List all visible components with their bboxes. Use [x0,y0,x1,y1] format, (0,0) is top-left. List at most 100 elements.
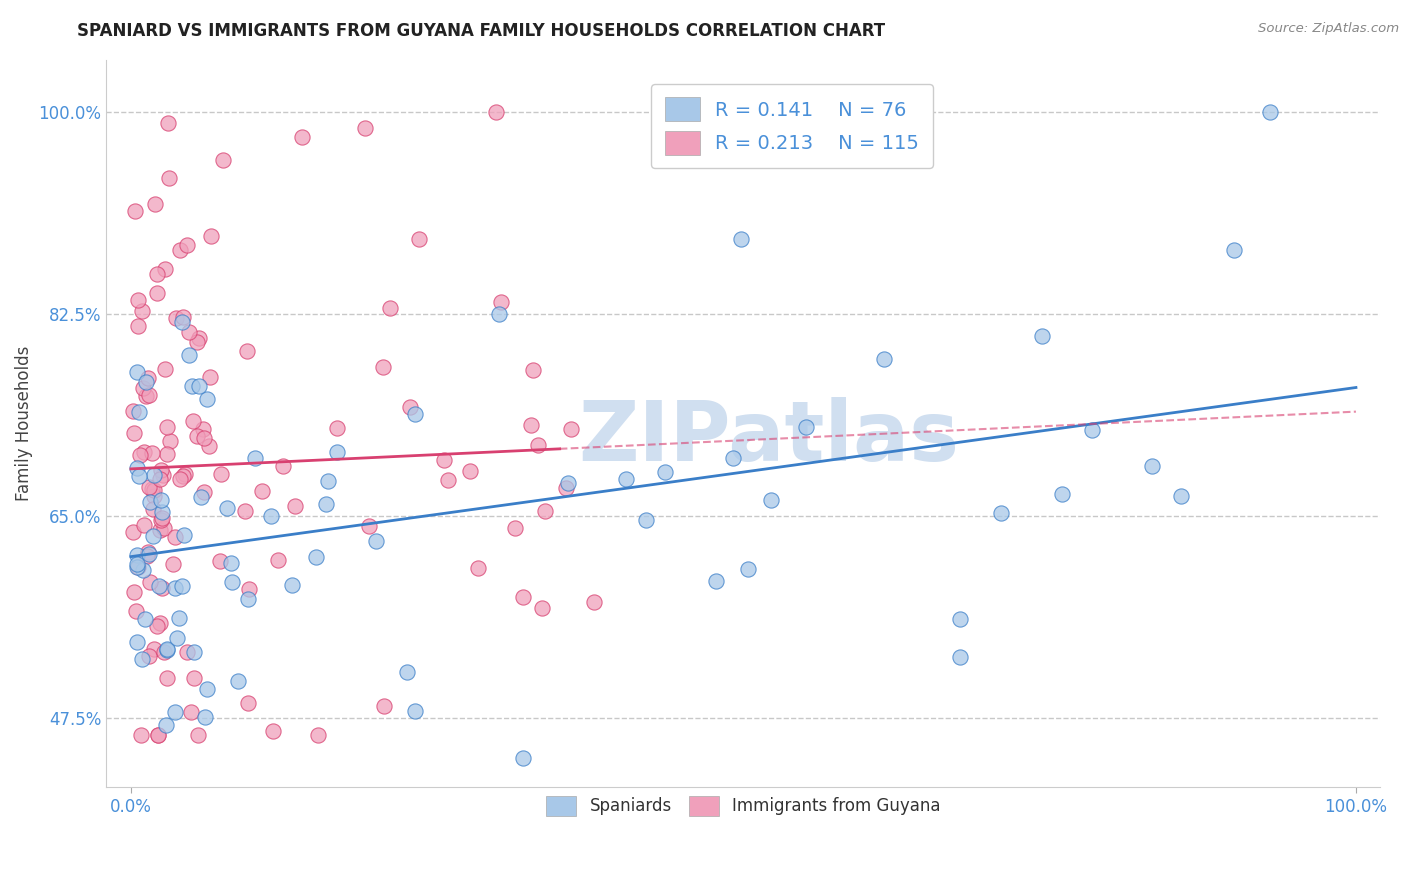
Point [125,635,148,649]
Point [233,504,256,518]
Point [156,671,179,685]
Point [156,447,179,461]
Point [127,319,149,334]
Point [163,530,186,544]
Point [460,464,482,478]
Point [172,310,194,325]
Point [150,511,173,525]
Point [131,381,153,395]
Point [794,420,817,434]
Point [174,467,197,481]
Point [267,553,290,567]
Point [135,389,157,403]
Point [583,595,606,609]
Point [238,696,260,710]
Point [187,331,209,345]
Point [371,359,394,374]
Point [131,652,153,666]
Point [505,521,527,535]
Point [1031,329,1053,343]
Point [315,497,337,511]
Point [262,723,284,738]
Point [132,518,155,533]
Point [138,648,160,663]
Point [1258,104,1281,119]
Point [200,370,222,384]
Point [404,408,426,422]
Point [146,286,169,301]
Point [152,467,174,482]
Point [1170,489,1192,503]
Point [179,325,201,339]
Legend: Spaniards, Immigrants from Guyana: Spaniards, Immigrants from Guyana [537,786,950,826]
Point [316,475,339,489]
Point [163,581,186,595]
Point [531,601,554,615]
Point [236,592,259,607]
Point [122,524,145,539]
Point [176,645,198,659]
Point [364,534,387,549]
Point [357,519,380,533]
Point [378,301,401,315]
Point [142,483,165,498]
Point [131,563,153,577]
Point [176,238,198,252]
Point [149,472,172,486]
Point [125,460,148,475]
Point [373,698,395,713]
Point [1081,423,1104,437]
Point [125,558,148,572]
Point [148,579,170,593]
Point [169,472,191,486]
Point [141,483,163,497]
Point [145,197,167,211]
Point [156,116,179,130]
Point [534,503,557,517]
Point [949,611,972,625]
Point [150,582,173,596]
Point [634,513,657,527]
Point [139,495,162,509]
Point [153,361,176,376]
Point [260,508,283,523]
Point [155,642,177,657]
Point [132,444,155,458]
Point [141,446,163,460]
Point [143,642,166,657]
Y-axis label: Family Households: Family Households [15,346,32,501]
Point [159,434,181,449]
Point [250,483,273,498]
Point [614,472,637,486]
Point [142,529,165,543]
Point [488,307,510,321]
Point [166,631,188,645]
Point [138,370,160,384]
Point [198,440,221,454]
Point [326,445,349,459]
Point [146,728,169,742]
Point [512,751,534,765]
Point [165,705,187,719]
Point [122,404,145,418]
Point [404,704,426,718]
Point [127,560,149,574]
Point [560,422,582,436]
Point [194,709,217,723]
Point [181,379,204,393]
Point [122,425,145,440]
Point [557,475,579,490]
Text: Source: ZipAtlas.com: Source: ZipAtlas.com [1258,22,1399,36]
Point [125,365,148,379]
Point [177,348,200,362]
Point [195,681,218,696]
Point [183,645,205,659]
Point [187,379,209,393]
Point [949,649,972,664]
Point [221,575,243,590]
Point [873,352,896,367]
Point [142,489,165,503]
Point [127,293,149,308]
Point [146,267,169,281]
Point [200,229,222,244]
